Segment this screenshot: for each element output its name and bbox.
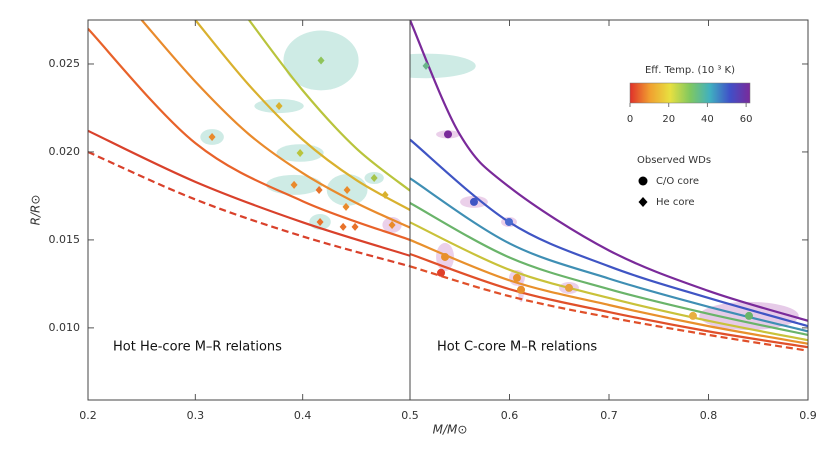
y-tick-label: 0.010 <box>49 321 81 334</box>
colorbar-tick-label: 20 <box>662 114 675 125</box>
curve <box>410 138 808 328</box>
data-point <box>342 202 350 211</box>
curve <box>248 20 410 192</box>
x-tick-label: 0.6 <box>501 409 519 422</box>
curve <box>88 28 410 241</box>
data-point <box>339 222 347 231</box>
x-tick-label: 0.5 <box>401 409 419 422</box>
curve <box>194 20 410 211</box>
x-tick-label: 0.9 <box>799 409 817 422</box>
y-tick-label: 0.015 <box>49 233 81 246</box>
colorbar-title: Eff. Temp. (10 ³ K) <box>645 65 735 76</box>
legend-symbol <box>638 176 648 186</box>
data-point <box>512 273 521 282</box>
curve <box>410 221 808 342</box>
y-axis-label: R/R⊙ <box>29 195 43 226</box>
curve <box>410 238 808 345</box>
colorbar <box>629 82 751 104</box>
data-point <box>275 102 283 111</box>
curve <box>410 201 808 336</box>
x-tick-label: 0.8 <box>700 409 718 422</box>
data-point <box>381 190 389 199</box>
data-point <box>388 220 396 229</box>
data-point <box>688 311 697 320</box>
y-tick-label: 0.025 <box>49 57 81 70</box>
data-point <box>437 268 446 277</box>
data-point <box>444 130 453 139</box>
legend-title: Observed WDs <box>637 155 711 166</box>
colorbar-tick-label: 40 <box>701 114 714 125</box>
x-tick-label: 0.2 <box>79 409 97 422</box>
plot-area <box>410 20 808 352</box>
panel-frame <box>409 19 809 401</box>
curve <box>410 20 808 322</box>
colorbar-tick-label: 60 <box>740 114 753 125</box>
data-point <box>505 217 514 226</box>
data-point <box>422 61 430 70</box>
data-point <box>296 149 304 157</box>
data-point <box>290 180 298 189</box>
annotation: Hot C-core M–R relations <box>437 340 597 355</box>
data-point <box>744 311 753 320</box>
data-point <box>316 217 324 226</box>
data-point <box>208 132 216 141</box>
data-point <box>441 252 450 261</box>
curve <box>140 20 410 229</box>
legend-label: He core <box>656 197 695 208</box>
data-point <box>370 173 378 182</box>
curve <box>410 177 808 333</box>
data-point <box>565 283 574 292</box>
x-tick-label: 0.7 <box>600 409 618 422</box>
data-point <box>343 185 351 194</box>
colorbar-tick-label: 0 <box>627 114 633 125</box>
annotation: Hot He-core M–R relations <box>113 340 282 355</box>
data-point <box>351 222 359 231</box>
legend-symbol <box>638 197 648 207</box>
data-point <box>315 185 323 194</box>
plot-area <box>88 20 410 268</box>
curve <box>410 252 808 349</box>
curve <box>410 265 808 352</box>
y-tick-label: 0.020 <box>49 145 81 158</box>
x-axis-label: M/M⊙ <box>433 423 468 437</box>
x-tick-label: 0.4 <box>294 409 312 422</box>
curve <box>88 129 410 257</box>
data-point <box>317 56 325 65</box>
legend-label: C/O core <box>656 176 699 187</box>
data-point <box>469 197 478 206</box>
data-point <box>517 285 526 294</box>
x-tick-label: 0.3 <box>187 409 205 422</box>
